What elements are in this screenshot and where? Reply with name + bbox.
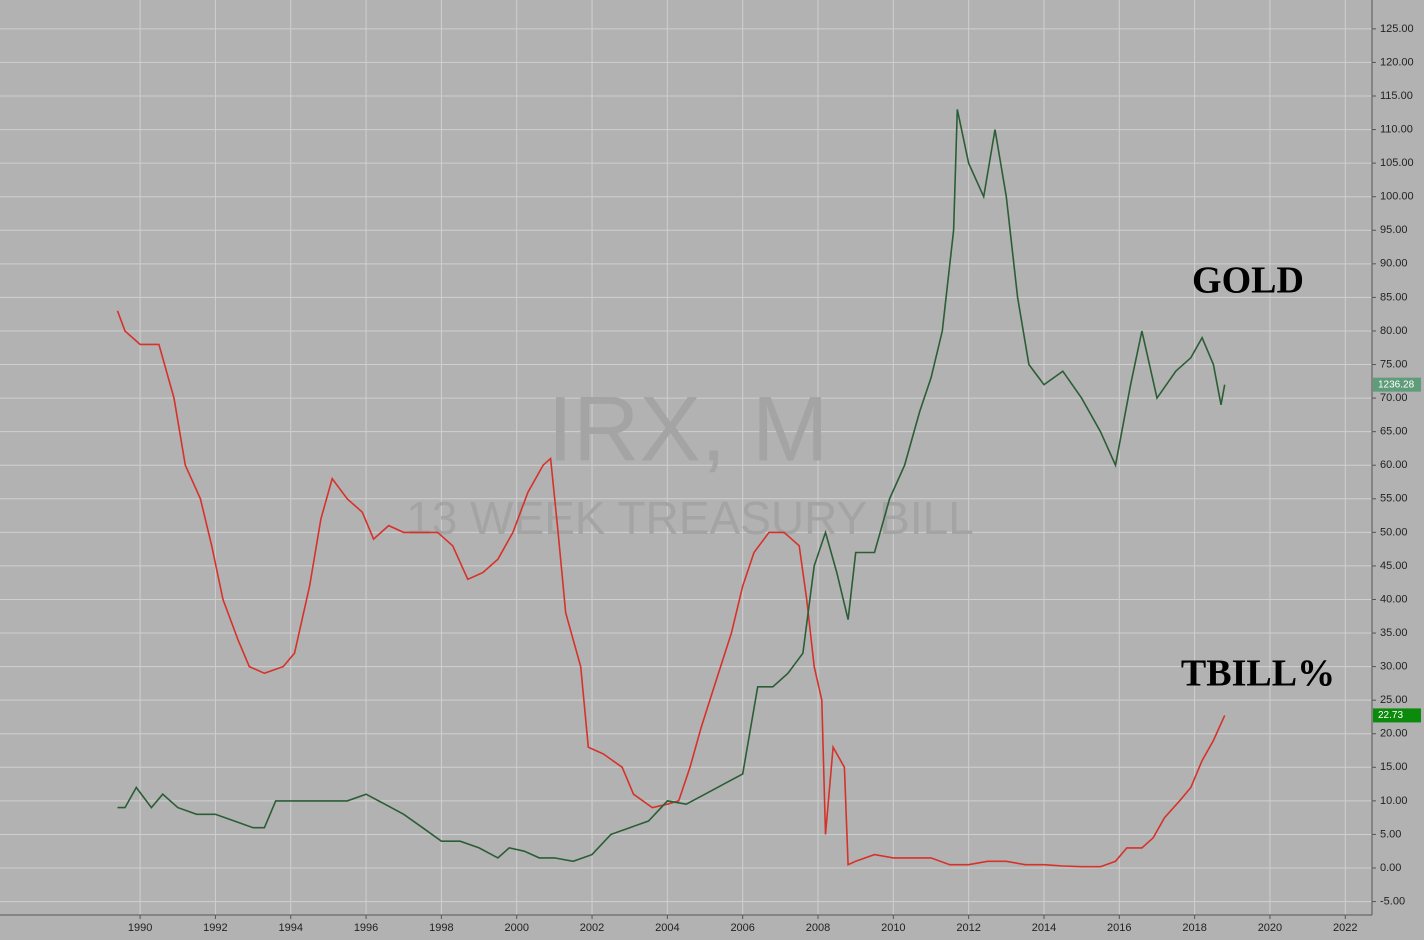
x-tick-label: 1998 (429, 922, 453, 934)
y-tick-label: 105.00 (1380, 157, 1414, 169)
price-label: 22.73 (1378, 710, 1403, 721)
y-tick-label: 80.00 (1380, 325, 1408, 337)
x-tick-label: 1992 (203, 922, 227, 934)
grid (0, 0, 1372, 915)
y-tick-label: 110.00 (1380, 123, 1413, 135)
annotation: GOLD (1192, 260, 1304, 302)
x-tick-label: 2014 (1032, 922, 1056, 934)
series-line (117, 109, 1226, 863)
y-tick-label: 25.00 (1380, 694, 1408, 706)
annotation: TBILL% (1181, 653, 1335, 695)
price-label: 1236.28 (1378, 379, 1415, 390)
x-tick-label: 2010 (881, 922, 905, 934)
y-tick-label: 10.00 (1380, 795, 1408, 807)
y-tick-label: 120.00 (1380, 56, 1414, 68)
y-tick-label: 0.00 (1380, 862, 1401, 874)
x-tick-label: 2012 (956, 922, 980, 934)
y-tick-label: 85.00 (1380, 291, 1408, 303)
x-tick-label: 2002 (580, 922, 604, 934)
y-tick-label: 60.00 (1380, 459, 1408, 471)
x-tick-label: 2000 (504, 922, 528, 934)
y-tick-label: 125.00 (1380, 23, 1414, 35)
x-tick-label: 2020 (1258, 922, 1282, 934)
y-tick-label: 90.00 (1380, 258, 1408, 270)
x-tick-label: 1996 (354, 922, 378, 934)
y-tick-label: 5.00 (1380, 828, 1401, 840)
price-label-box (1373, 708, 1421, 723)
y-tick-label: 65.00 (1380, 426, 1408, 438)
x-tick-label: 1994 (279, 922, 303, 934)
y-tick-label: 20.00 (1380, 728, 1408, 740)
y-tick-label: 100.00 (1380, 191, 1414, 203)
y-tick-label: 70.00 (1380, 392, 1408, 404)
x-tick-label: 2022 (1333, 922, 1357, 934)
x-tick-label: 2008 (806, 922, 830, 934)
x-tick-label: 2018 (1182, 922, 1206, 934)
y-tick-label: 40.00 (1380, 593, 1408, 605)
y-tick-label: 15.00 (1380, 761, 1408, 773)
y-tick-label: 50.00 (1380, 526, 1408, 538)
watermark-title: IRX, M (547, 378, 828, 480)
y-tick-label: -5.00 (1380, 895, 1405, 907)
y-tick-label: 95.00 (1380, 224, 1408, 236)
price-label-box (1373, 377, 1421, 392)
plot (116, 109, 1226, 868)
x-tick-label: 2016 (1107, 922, 1131, 934)
x-tick-label: 2006 (730, 922, 754, 934)
x-tick-label: 2004 (655, 922, 679, 934)
x-tick-label: 1990 (128, 922, 152, 934)
y-tick-label: 75.00 (1380, 358, 1408, 370)
y-tick-label: 45.00 (1380, 560, 1408, 572)
y-tick-label: 115.00 (1380, 90, 1413, 102)
y-tick-label: 30.00 (1380, 661, 1408, 673)
y-tick-label: 35.00 (1380, 627, 1408, 639)
y-tick-label: 55.00 (1380, 493, 1408, 505)
